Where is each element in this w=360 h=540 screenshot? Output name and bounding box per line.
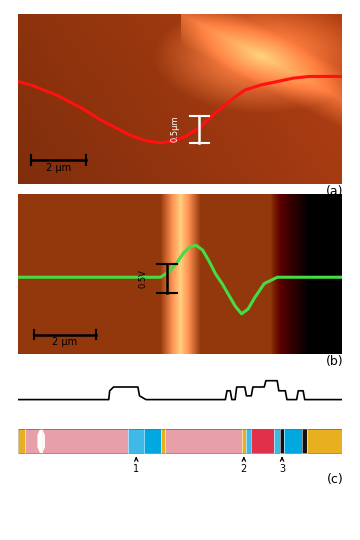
Text: 0.5V: 0.5V <box>139 269 148 288</box>
Bar <box>144 429 161 453</box>
Bar <box>42 429 128 453</box>
Bar <box>251 429 274 453</box>
Bar <box>25 429 40 453</box>
Text: (a): (a) <box>326 185 344 198</box>
Text: (b): (b) <box>326 355 344 368</box>
Bar <box>18 429 25 453</box>
Bar <box>18 429 342 453</box>
Bar <box>302 429 307 453</box>
Bar <box>284 429 302 453</box>
Bar <box>307 429 342 453</box>
Text: 2 μm: 2 μm <box>46 164 71 173</box>
Bar <box>161 429 166 453</box>
Text: 1: 1 <box>133 464 139 474</box>
Text: (c): (c) <box>327 472 344 485</box>
Bar <box>40 427 42 455</box>
Text: 3: 3 <box>279 464 285 474</box>
Polygon shape <box>42 429 45 453</box>
Bar <box>166 429 242 453</box>
Polygon shape <box>37 429 40 453</box>
Bar <box>242 429 246 453</box>
Text: 2: 2 <box>241 464 247 474</box>
Bar <box>280 429 284 453</box>
Bar <box>274 429 280 453</box>
Text: 0.5μm: 0.5μm <box>171 116 180 143</box>
Text: 2 μm: 2 μm <box>53 338 77 347</box>
Bar <box>246 429 251 453</box>
Bar <box>128 429 144 453</box>
